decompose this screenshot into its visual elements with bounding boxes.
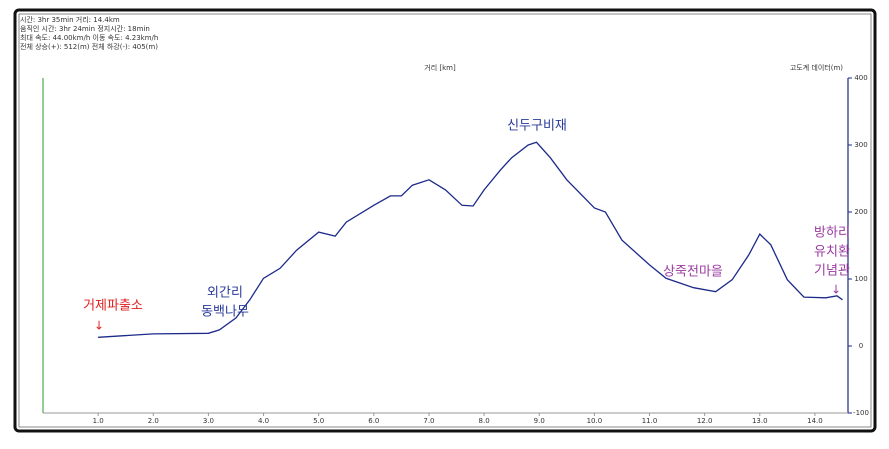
arrow: ↓	[831, 283, 841, 297]
frame	[13, 8, 877, 433]
annotation: 거제파출소	[83, 299, 143, 314]
x-tick-label: 12.0	[697, 417, 713, 425]
annotation: 유치환	[814, 245, 850, 260]
x-tick-label: 4.0	[258, 417, 269, 425]
x-tick-label: 13.0	[752, 417, 768, 425]
inner-frame	[18, 13, 872, 428]
x-tick-label: 2.0	[148, 417, 159, 425]
stat-line: 최대 속도: 44.00km/h 이동 속도: 4.23km/h	[20, 33, 158, 42]
y-tick-label: 400	[854, 74, 867, 82]
x-tick-label: 1.0	[93, 417, 104, 425]
annotation: 신두구비재	[507, 119, 567, 134]
annotation: 외간리	[207, 286, 243, 301]
x-tick-label: 3.0	[203, 417, 214, 425]
elevation-line	[98, 141, 843, 338]
annotation: 방하리	[814, 226, 850, 241]
x-tick-label: 11.0	[642, 417, 658, 425]
stat-line: 시간: 3hr 35min 거리: 14.4km	[20, 15, 120, 24]
x-axis-label: 거리 [km]	[424, 63, 456, 72]
arrow: ↓	[94, 319, 104, 333]
x-tick-label: 14.0	[807, 417, 823, 425]
x-tick-label: 7.0	[423, 417, 434, 425]
annotation: 기념관	[814, 264, 850, 279]
x-tick-label: 10.0	[587, 417, 603, 425]
x-tick-label: 5.0	[313, 417, 324, 425]
y-axis-label: 고도계 데이터(m)	[790, 63, 843, 72]
stat-line: 움직인 시간: 3hr 24min 정지시간: 18min	[20, 24, 150, 33]
y-tick-label: 0	[859, 342, 863, 350]
x-tick-label: 6.0	[368, 417, 379, 425]
y-tick-label: 100	[854, 275, 867, 283]
annotation: 동백나무	[201, 305, 249, 320]
annotation: 상죽전마을	[663, 265, 723, 280]
y-tick-label: 200	[854, 208, 867, 216]
x-tick-label: 8.0	[479, 417, 490, 425]
x-tick-label: 9.0	[534, 417, 545, 425]
y-tick-label: -100	[853, 409, 869, 417]
y-tick-label: 300	[854, 141, 867, 149]
stat-line: 전체 상승(+): 512(m) 전체 하강(-): 405(m)	[20, 42, 158, 51]
